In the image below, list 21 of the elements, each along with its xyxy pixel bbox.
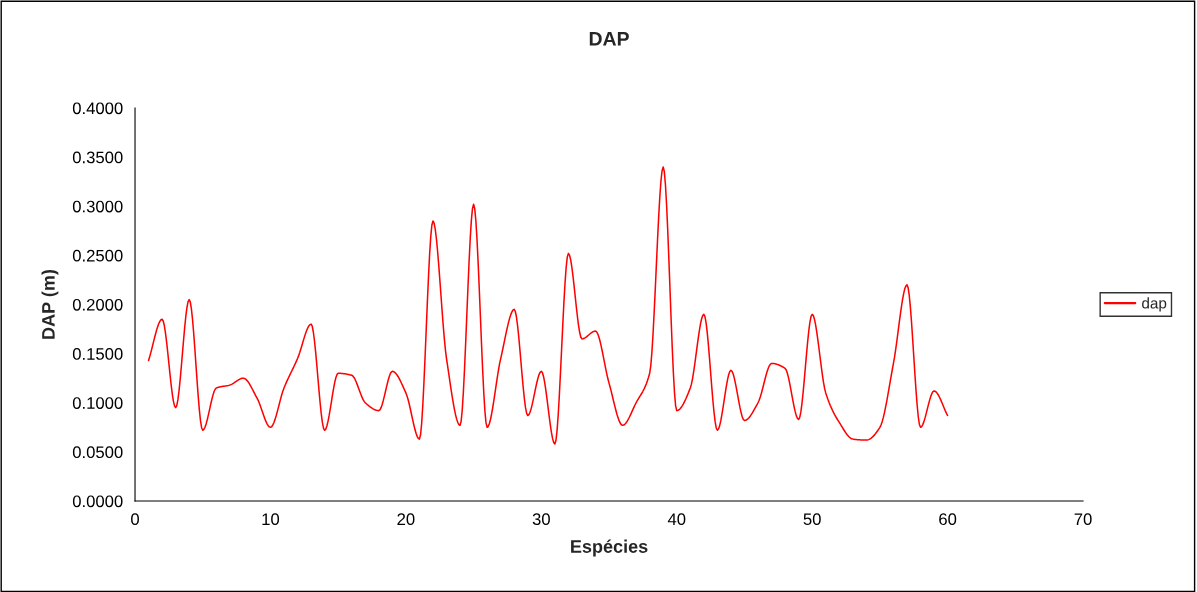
x-tick-label: 60 bbox=[939, 513, 957, 526]
y-tick-label: 0.0500 bbox=[72, 446, 123, 459]
x-axis-title: Espécies bbox=[571, 539, 648, 557]
x-tick-label: 70 bbox=[1074, 513, 1092, 526]
y-tick-label: 0.3500 bbox=[72, 151, 123, 164]
y-tick-label: 0.3000 bbox=[72, 200, 123, 213]
y-tick-label: 0.2000 bbox=[72, 298, 123, 311]
y-axis-title: DAP (m) bbox=[41, 269, 59, 339]
x-tick-label: 40 bbox=[667, 513, 686, 526]
x-tick-label: 50 bbox=[803, 513, 821, 526]
y-tick-label: 0.1000 bbox=[72, 397, 123, 409]
legend-label: dap bbox=[1142, 297, 1167, 312]
y-tick-label: 0.4000 bbox=[72, 102, 123, 115]
x-tick-label: 30 bbox=[532, 513, 550, 526]
x-tick-label: 20 bbox=[397, 513, 415, 526]
y-tick-label: 0.0000 bbox=[72, 495, 123, 508]
chart-title: DAP bbox=[589, 32, 629, 46]
x-tick-label: 0 bbox=[131, 513, 139, 526]
y-tick-label: 0.1500 bbox=[72, 348, 123, 360]
y-tick-label: 0.2500 bbox=[72, 249, 123, 262]
x-tick-label: 10 bbox=[262, 513, 280, 526]
